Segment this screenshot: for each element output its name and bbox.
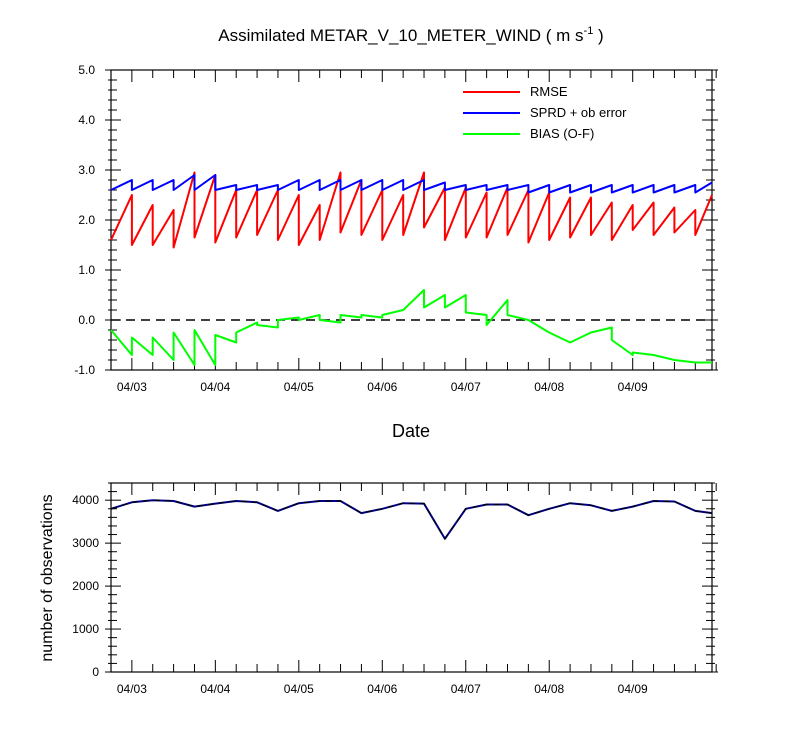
x-axis-label: Date bbox=[392, 421, 430, 441]
x-tick-label: 04/08 bbox=[534, 380, 564, 394]
x-tick-label: 04/08 bbox=[534, 682, 564, 696]
series-line-2 bbox=[110, 289, 712, 366]
legend-label-2: BIAS (O-F) bbox=[530, 126, 594, 141]
x-tick-label: 04/09 bbox=[618, 682, 648, 696]
top-panel: 04/03 04/04 04/05 04/06 04/07 04/08 04/09 5.0 4.… bbox=[74, 63, 718, 394]
y-tick-label: 2.0 bbox=[78, 213, 95, 227]
series-line-dashed-0 bbox=[110, 499, 713, 540]
plot-frame bbox=[110, 482, 713, 673]
y-tick-label: 4000 bbox=[72, 493, 99, 507]
y-tick-label: 0 bbox=[92, 665, 99, 679]
legend: RMSE SPRD + ob error BIAS (O-F) bbox=[463, 84, 627, 141]
chart-title-close: ) bbox=[593, 26, 603, 45]
y-tick-label: 5.0 bbox=[78, 63, 95, 77]
bottom-panel: 04/03 04/04 04/05 04/06 04/07 04/08 04/09 4000 3… bbox=[72, 482, 718, 696]
x-tick-label: 04/05 bbox=[284, 380, 314, 394]
y-tick-label: 3000 bbox=[72, 536, 99, 550]
x-tick-label: 04/06 bbox=[367, 682, 397, 696]
y-tick-label: 3.0 bbox=[78, 163, 95, 177]
x-tick-label: 04/07 bbox=[451, 682, 481, 696]
x-tick-label: 04/04 bbox=[200, 380, 230, 394]
chart-title-text: Assimilated METAR_V_10_METER_WIND ( m s bbox=[218, 26, 583, 45]
series-line-0 bbox=[110, 171, 713, 249]
x-tick-label: 04/05 bbox=[284, 682, 314, 696]
y-tick-label: 2000 bbox=[72, 579, 99, 593]
y-tick-label: -1.0 bbox=[74, 363, 95, 377]
bottom-y-axis-label: number of observations bbox=[39, 494, 56, 661]
x-tick-label: 04/06 bbox=[367, 380, 397, 394]
y-tick-label: 1000 bbox=[72, 622, 99, 636]
x-tick-label: 04/03 bbox=[117, 682, 147, 696]
y-tick-label: 1.0 bbox=[78, 263, 95, 277]
legend-label-1: SPRD + ob error bbox=[530, 105, 627, 120]
y-tick-label: 4.0 bbox=[78, 113, 95, 127]
x-tick-label: 04/03 bbox=[117, 380, 147, 394]
x-tick-label: 04/04 bbox=[200, 682, 230, 696]
x-tick-label: 04/07 bbox=[451, 380, 481, 394]
y-tick-label: 0.0 bbox=[78, 313, 95, 327]
series-line-1 bbox=[110, 174, 713, 194]
chart-title: Assimilated METAR_V_10_METER_WIND ( m s-… bbox=[218, 25, 603, 45]
x-tick-label: 04/09 bbox=[618, 380, 648, 394]
legend-label-0: RMSE bbox=[530, 84, 568, 99]
chart-title-exponent: -1 bbox=[584, 25, 594, 37]
